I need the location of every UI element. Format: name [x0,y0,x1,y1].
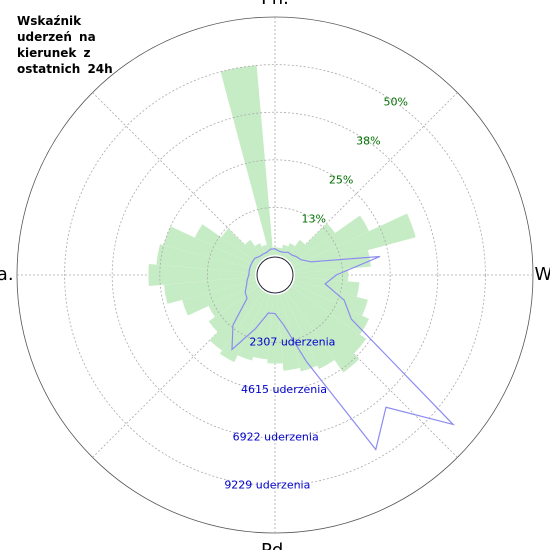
direction-label: Ws. [535,264,550,285]
bar [286,239,306,261]
bar [294,276,360,297]
hub [256,256,294,294]
y2-tick-label: 4615 uderzenia [241,383,327,396]
y-tick-label: 50% [383,96,407,109]
bar [148,263,256,287]
bar [156,244,256,274]
grid-ring [159,159,391,391]
y2-tick-label: 6922 uderzenia [233,431,319,444]
bar [244,239,264,261]
bar [254,243,267,259]
bar [289,223,336,264]
bar [294,250,371,274]
bar [289,286,367,354]
bar [237,293,270,361]
line [231,248,456,451]
bar [219,291,267,363]
bar [194,224,259,267]
bar [209,289,264,351]
bar [267,294,283,364]
bar [164,276,256,304]
bar [208,286,261,333]
bar [291,215,370,267]
y-tick-label: 25% [329,174,353,187]
bar [283,291,335,370]
chart-title: Wskaźnik uderzeń na kierunek z ostatnich… [17,14,113,76]
direction-label: Za. [0,264,14,285]
bar [221,228,261,264]
y2-tick-label: 2307 uderzenia [249,336,335,349]
bar [291,283,370,335]
bar [280,244,289,257]
y-tick-label: 38% [356,135,380,148]
bar [261,244,270,257]
grid-ring [64,64,486,486]
bar [293,280,368,316]
bar [182,280,257,316]
bar [208,283,259,318]
y-tick-label: 13% [302,213,326,226]
bar [293,213,416,270]
bar [280,293,318,372]
bar [253,294,274,360]
grid-ring [111,111,439,439]
direction-label: Pd. [261,540,289,550]
bar [286,289,360,373]
y2-tick-label: 9229 uderzenia [224,478,310,491]
direction-label: Pn. [261,0,289,9]
bar [163,226,257,270]
bar [294,268,349,282]
grid-ring [206,206,343,343]
bar [220,65,274,256]
bar [283,243,296,259]
